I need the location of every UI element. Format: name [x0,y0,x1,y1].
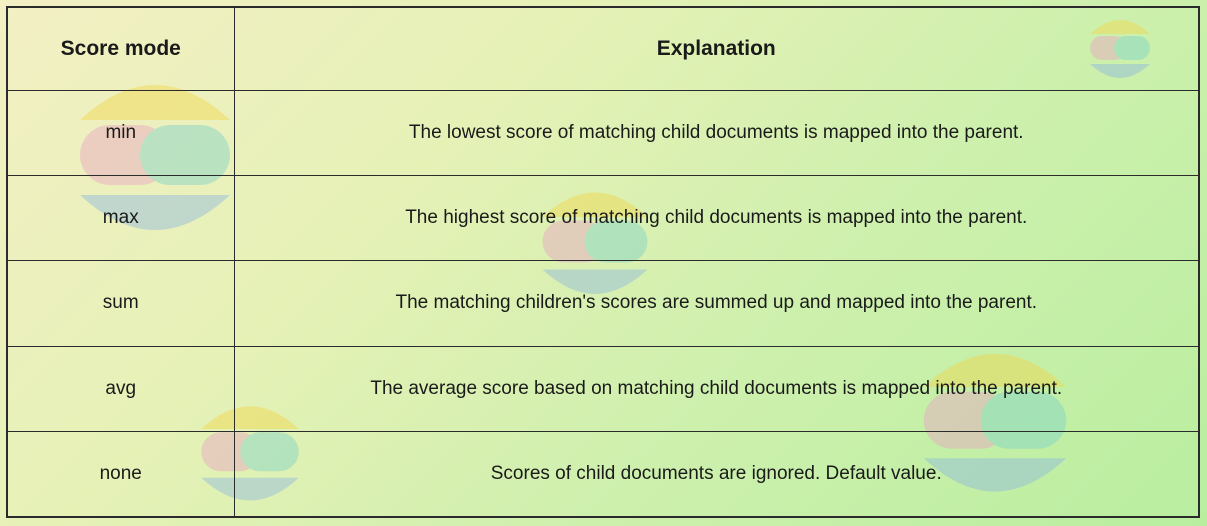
table-row: min The lowest score of matching child d… [6,89,1200,177]
explanation-cell: The average score based on matching chil… [233,345,1200,432]
table-row: none Scores of child documents are ignor… [6,430,1200,518]
explanation-cell: Scores of child documents are ignored. D… [233,430,1200,518]
table-row: max The highest score of matching child … [6,175,1200,262]
table-header-row: Score mode Explanation [6,6,1200,91]
explanation-cell: The lowest score of matching child docum… [233,89,1200,177]
explanation-cell: The matching children's scores are summe… [233,260,1200,347]
column-header-explanation: Explanation [233,6,1200,91]
explanation-cell: The highest score of matching child docu… [233,175,1200,262]
score-mode-table: Score mode Explanation min The lowest sc… [6,6,1200,518]
score-mode-cell: sum [6,260,235,347]
score-mode-cell: avg [6,345,235,432]
table-row: sum The matching children's scores are s… [6,260,1200,347]
table-row: avg The average score based on matching … [6,345,1200,432]
column-header-score-mode: Score mode [6,6,235,91]
score-mode-cell: max [6,175,235,262]
score-mode-table-container: Score mode Explanation min The lowest sc… [6,6,1200,518]
score-mode-cell: min [6,89,235,177]
score-mode-cell: none [6,430,235,518]
